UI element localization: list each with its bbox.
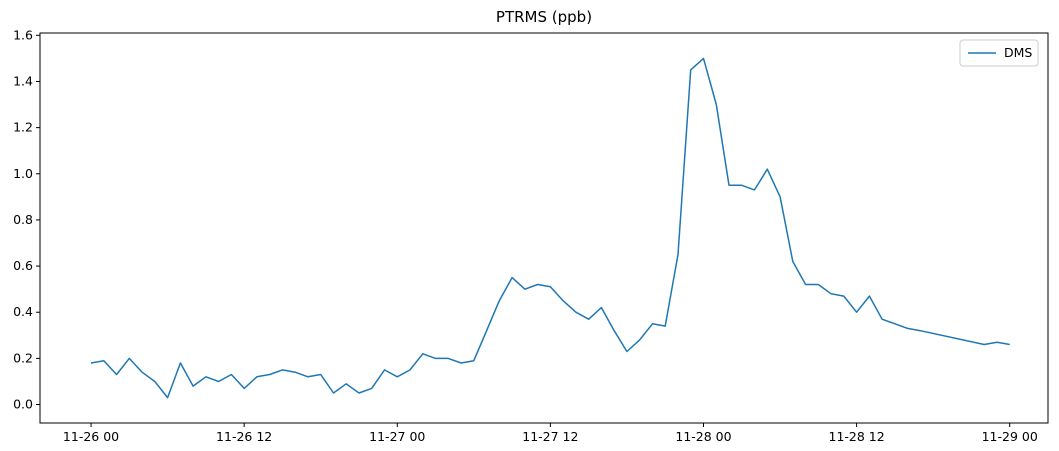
y-tick-label: 1.6: [13, 27, 33, 42]
y-tick-label: 1.2: [13, 120, 33, 135]
y-tick-label: 0.8: [13, 212, 33, 227]
y-tick-label: 0.4: [13, 304, 33, 319]
x-tick-label: 11-27 12: [522, 429, 578, 444]
y-tick-label: 0.2: [13, 350, 33, 365]
y-tick-label: 1.0: [13, 166, 33, 181]
plot-area: [39, 32, 1049, 424]
x-tick-label: 11-29 00: [982, 429, 1038, 444]
x-tick-label: 11-28 12: [829, 429, 885, 444]
x-tick-label: 11-28 00: [675, 429, 731, 444]
x-tick-label: 11-27 00: [369, 429, 425, 444]
x-tick-label: 11-26 12: [216, 429, 272, 444]
y-tick-label: 1.4: [13, 73, 33, 88]
legend-label: DMS: [1004, 45, 1032, 60]
y-tick-label: 0.0: [13, 397, 33, 412]
y-tick-label: 0.6: [13, 258, 33, 273]
legend-box: [959, 39, 1039, 67]
x-tick-label: 11-26 00: [63, 429, 119, 444]
data-line: [90, 57, 1010, 399]
chart-title: PTRMS (ppb): [496, 8, 592, 26]
